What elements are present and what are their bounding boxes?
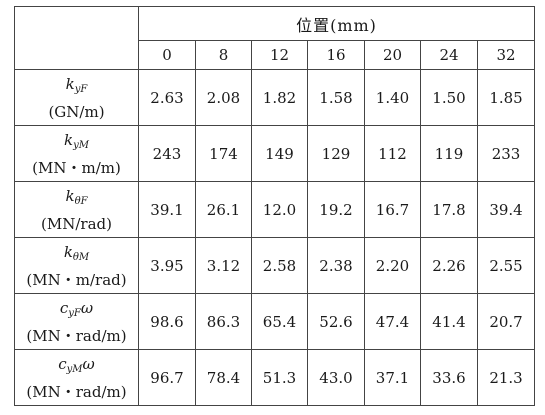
value-cell: 2.58 xyxy=(251,237,308,294)
value-cell: 21.3 xyxy=(476,349,536,406)
table-row-cyF-omega: cyFω (MN・rad/m) 98.6 86.3 65.4 52.6 47.4… xyxy=(14,293,536,350)
position-6: 32 xyxy=(476,40,536,70)
value-cell: 1.82 xyxy=(251,69,308,126)
value-cell: 47.4 xyxy=(364,293,421,350)
position-2: 12 xyxy=(251,40,308,70)
corner-cell xyxy=(14,6,139,70)
parameter-unit: (MN・rad/m) xyxy=(26,326,127,345)
value-cell: 2.63 xyxy=(138,69,196,126)
table-row-kthetaF: kθF (MN/rad) 39.1 26.1 12.0 19.2 16.7 17… xyxy=(14,181,536,238)
parameter-symbol: kyM xyxy=(64,130,89,151)
header-row-top: 位置(mm) xyxy=(14,6,536,70)
value-cell: 1.40 xyxy=(364,69,421,126)
parameter-symbol: kθM xyxy=(63,242,90,263)
value-cell: 1.85 xyxy=(476,69,536,126)
value-cell: 96.7 xyxy=(138,349,196,406)
value-cell: 19.2 xyxy=(307,181,365,238)
position-4: 20 xyxy=(364,40,421,70)
value-cell: 20.7 xyxy=(476,293,536,350)
value-cell: 119 xyxy=(420,125,478,182)
row-label: kθM (MN・m/rad) xyxy=(14,237,139,294)
value-cell: 39.4 xyxy=(476,181,536,238)
parameter-unit: (MN・m/rad) xyxy=(26,270,127,289)
value-cell: 39.1 xyxy=(138,181,196,238)
value-cell: 3.95 xyxy=(138,237,196,294)
position-5: 24 xyxy=(420,40,478,70)
row-label: kyF (GN/m) xyxy=(14,69,139,126)
value-cell: 174 xyxy=(195,125,252,182)
parameter-symbol: kyF xyxy=(65,74,88,95)
value-cell: 78.4 xyxy=(195,349,252,406)
row-label: cyMω (MN・rad/m) xyxy=(14,349,139,406)
value-cell: 129 xyxy=(307,125,365,182)
header-row-positions: 0 8 12 16 20 24 32 xyxy=(15,40,536,70)
value-cell: 2.20 xyxy=(364,237,421,294)
value-cell: 112 xyxy=(364,125,421,182)
value-cell: 51.3 xyxy=(251,349,308,406)
stiffness-damping-table: 位置(mm) 0 8 12 16 20 24 32 kyF (GN/m) 2.6… xyxy=(14,6,536,406)
table-row-kyF: kyF (GN/m) 2.63 2.08 1.82 1.58 1.40 1.50… xyxy=(14,69,536,126)
value-cell: 37.1 xyxy=(364,349,421,406)
table-row-kyM: kyM (MN・m/m) 243 174 149 129 112 119 233 xyxy=(14,125,536,182)
value-cell: 243 xyxy=(138,125,196,182)
value-cell: 17.8 xyxy=(420,181,478,238)
value-cell: 33.6 xyxy=(420,349,478,406)
row-label: kθF (MN/rad) xyxy=(14,181,139,238)
position-header: 位置(mm) xyxy=(137,6,536,41)
row-label: kyM (MN・m/m) xyxy=(14,125,139,182)
parameter-unit: (MN/rad) xyxy=(41,214,112,233)
value-cell: 233 xyxy=(476,125,536,182)
position-3: 16 xyxy=(307,40,365,70)
position-header-label: 位置(mm) xyxy=(296,15,377,35)
position-1: 8 xyxy=(195,40,252,70)
value-cell: 98.6 xyxy=(138,293,196,350)
parameter-symbol: cyFω xyxy=(59,298,94,319)
parameter-unit: (GN/m) xyxy=(48,102,105,121)
value-cell: 65.4 xyxy=(251,293,308,350)
value-cell: 52.6 xyxy=(307,293,365,350)
value-cell: 86.3 xyxy=(195,293,252,350)
parameter-unit: (MN・rad/m) xyxy=(26,382,127,401)
value-cell: 43.0 xyxy=(307,349,365,406)
value-cell: 41.4 xyxy=(420,293,478,350)
stiffness-damping-table-container: 位置(mm) 0 8 12 16 20 24 32 kyF (GN/m) 2.6… xyxy=(14,6,536,406)
parameter-symbol: cyMω xyxy=(58,354,95,375)
value-cell: 3.12 xyxy=(195,237,252,294)
value-cell: 12.0 xyxy=(251,181,308,238)
value-cell: 26.1 xyxy=(195,181,252,238)
parameter-symbol: kθF xyxy=(65,186,88,207)
value-cell: 1.58 xyxy=(307,69,365,126)
position-0: 0 xyxy=(138,40,196,70)
value-cell: 16.7 xyxy=(364,181,421,238)
value-cell: 2.26 xyxy=(420,237,478,294)
value-cell: 1.50 xyxy=(420,69,478,126)
value-cell: 2.08 xyxy=(195,69,252,126)
table-row-cyM-omega: cyMω (MN・rad/m) 96.7 78.4 51.3 43.0 37.1… xyxy=(14,349,536,406)
table-row-kthetaM: kθM (MN・m/rad) 3.95 3.12 2.58 2.38 2.20 … xyxy=(14,237,536,294)
value-cell: 2.55 xyxy=(476,237,536,294)
parameter-unit: (MN・m/m) xyxy=(32,158,121,177)
row-label: cyFω (MN・rad/m) xyxy=(14,293,139,350)
value-cell: 2.38 xyxy=(307,237,365,294)
value-cell: 149 xyxy=(251,125,308,182)
